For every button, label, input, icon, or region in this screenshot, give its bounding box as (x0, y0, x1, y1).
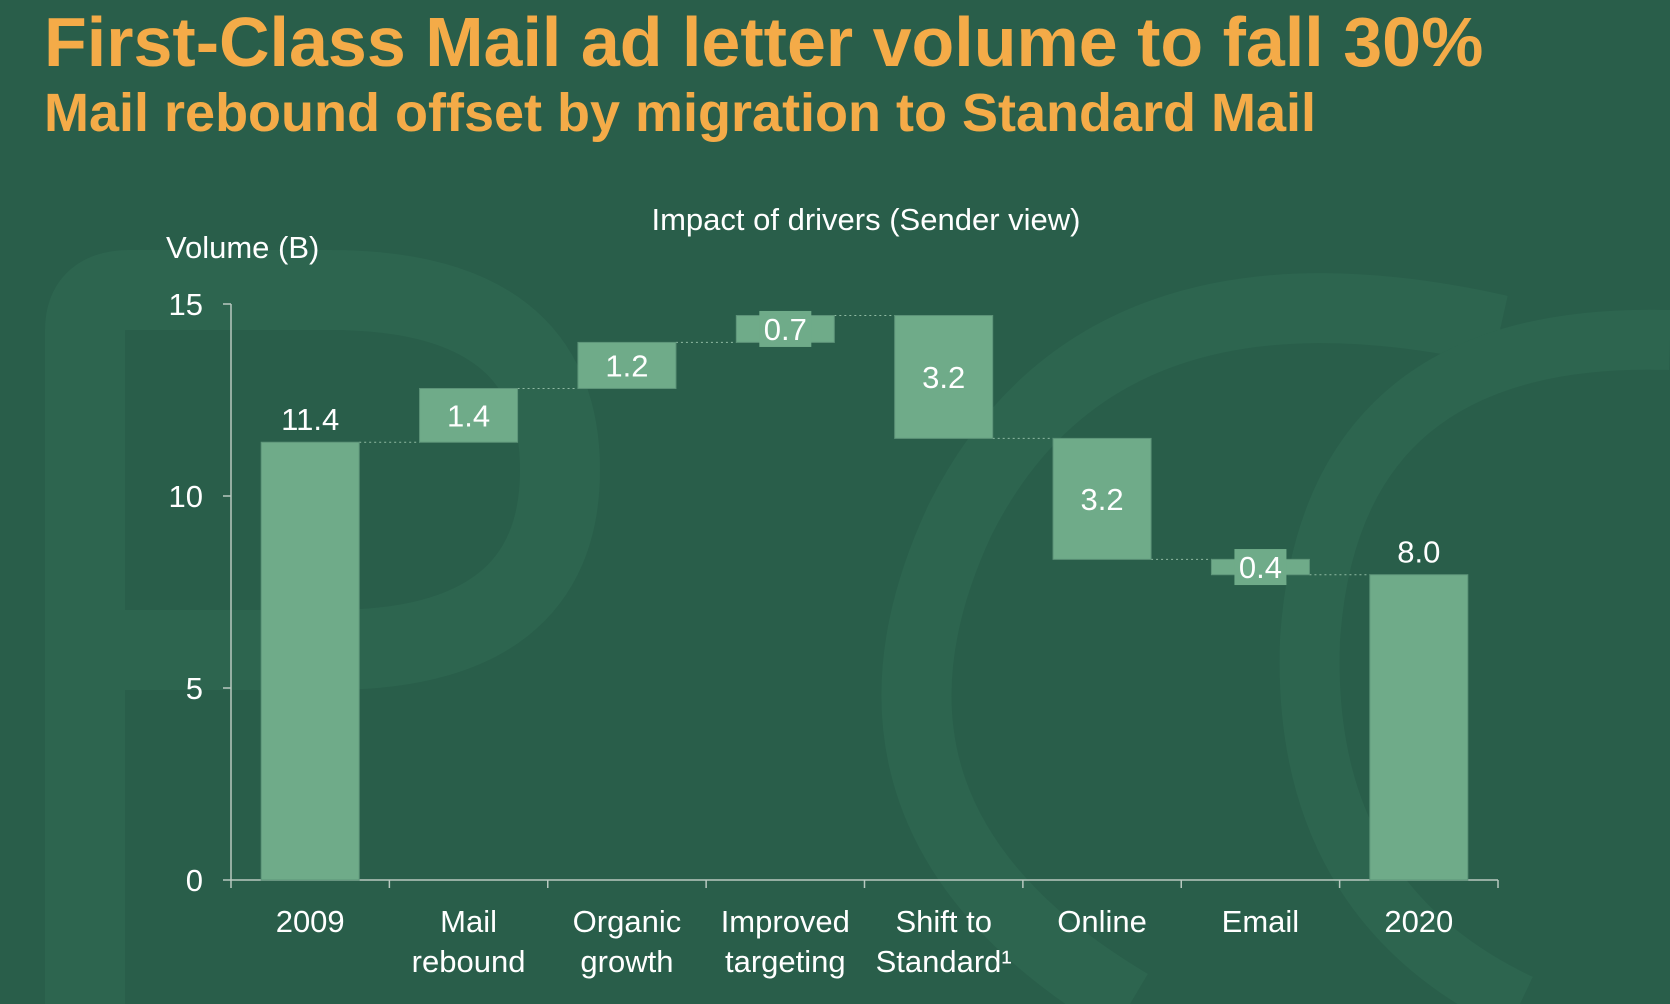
axes: 0 5 10 15 (169, 287, 1499, 898)
category-label: 2009 (276, 904, 345, 939)
label-backdrop (1234, 549, 1287, 586)
data-label: 8.0 (1397, 535, 1440, 570)
data-label: 1.2 (605, 348, 648, 383)
category-label: rebound (412, 944, 526, 979)
y-tick-label: 0 (186, 863, 203, 898)
y-tick-label: 5 (186, 671, 203, 706)
category-label: Mail (440, 904, 497, 939)
chart-title: Impact of drivers (Sender view) (652, 202, 1081, 237)
category-labels: 2009 Mail rebound Organic growth Improved targ… (276, 904, 1454, 979)
category-label: Shift to (895, 904, 992, 939)
data-label: 3.2 (922, 360, 965, 395)
data-labels: 11.4 1.4 1.2 0.7 3.2 3.2 0.4 8.0 (281, 310, 1440, 586)
bar-5 (1052, 437, 1152, 560)
y-tick-label: 10 (169, 479, 203, 514)
data-label: 0.7 (764, 312, 807, 347)
category-label: Organic (573, 904, 682, 939)
bar-0 (260, 441, 360, 881)
bar-1 (419, 387, 519, 443)
bar-7 (1369, 574, 1469, 881)
data-label: 3.2 (1081, 482, 1124, 517)
category-label: Email (1222, 904, 1300, 939)
data-label: 1.4 (447, 398, 490, 433)
page-title: First-Class Mail ad letter volume to fal… (44, 3, 1484, 81)
page-subtitle: Mail rebound offset by migration to Stan… (44, 83, 1317, 143)
bar-2 (577, 341, 677, 389)
category-label: targeting (725, 944, 846, 979)
label-backdrop (759, 310, 812, 347)
y-axis-label: Volume (B) (166, 230, 319, 265)
bars (260, 315, 1469, 881)
category-label: 2020 (1384, 904, 1453, 939)
data-label: 11.4 (281, 402, 339, 437)
category-label: growth (580, 944, 673, 979)
data-label: 0.4 (1239, 550, 1282, 585)
y-tick-label: 15 (169, 287, 203, 322)
category-label: Standard¹ (876, 944, 1012, 979)
category-label: Improved (721, 904, 850, 939)
category-label: Online (1057, 904, 1147, 939)
connector-lines (359, 315, 1370, 576)
bar-4 (894, 315, 994, 439)
